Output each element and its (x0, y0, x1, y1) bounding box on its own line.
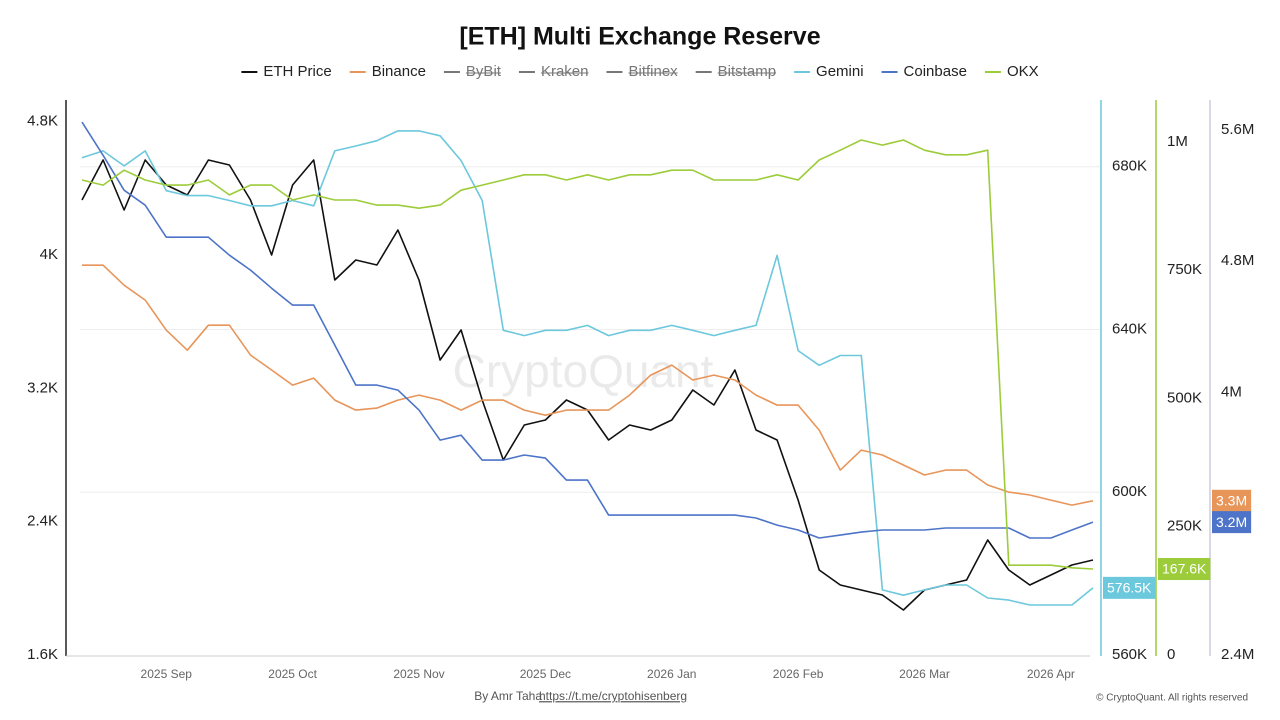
y-tick-label: 4.8K (27, 113, 58, 130)
x-tick-label: 2026 Feb (773, 667, 824, 681)
y3-tick-label: 1M (1167, 133, 1188, 150)
y4-tick-label: 4.8M (1221, 252, 1254, 269)
y3-tick-label: 750K (1167, 261, 1202, 278)
value-label: 3.2M (1216, 514, 1247, 530)
legend-label: Kraken (541, 63, 589, 80)
legend-label: Coinbase (904, 63, 967, 80)
y2-tick-label: 640K (1112, 320, 1147, 337)
legend-item[interactable]: Binance (349, 63, 426, 80)
y-tick-label: 2.4K (27, 513, 58, 530)
legend-item[interactable]: Bitfinex (606, 63, 678, 80)
value-badge: 3.3M (1212, 489, 1252, 512)
x-tick-label: 2025 Dec (520, 667, 571, 681)
copyright: © CryptoQuant. All rights reserved (1096, 693, 1248, 704)
x-tick-label: 2025 Sep (141, 667, 193, 681)
x-tick-label: 2026 Apr (1027, 667, 1075, 681)
y-tick-label: 4K (40, 246, 58, 263)
legend-item[interactable]: Bitstamp (695, 63, 777, 80)
legend: ETH Price Binance ByBit Kraken Bitfinex Bitst… (241, 63, 1039, 80)
y3-tick-label: 250K (1167, 518, 1202, 535)
legend-item[interactable]: Coinbase (881, 63, 967, 80)
series-line (81, 121, 1094, 539)
y2-tick-label: 680K (1112, 158, 1147, 175)
legend-label: ETH Price (263, 63, 331, 80)
legend-item[interactable]: ETH Price (241, 63, 332, 80)
x-tick-label: 2026 Jan (647, 667, 696, 681)
legend-item[interactable]: Gemini (794, 63, 864, 80)
y4-tick-label: 5.6M (1221, 121, 1254, 138)
y3-tick-label: 0 (1167, 646, 1175, 663)
series-line (82, 264, 1094, 506)
series-line (81, 130, 1094, 606)
y-tick-label: 3.2K (27, 379, 58, 396)
legend-label: ByBit (466, 63, 502, 80)
value-label: 167.6K (1162, 561, 1207, 577)
legend-item[interactable]: Kraken (518, 63, 589, 80)
y3-tick-label: 500K (1167, 389, 1202, 406)
value-label: 3.3M (1216, 492, 1247, 508)
value-label: 576.5K (1107, 580, 1152, 596)
badge-bg (1158, 558, 1211, 581)
legend-item[interactable]: ByBit (443, 63, 502, 80)
legend-label: OKX (1007, 63, 1039, 80)
x-tick-label: 2025 Oct (268, 667, 317, 681)
value-badge: 576.5K (1103, 576, 1156, 599)
watermark: CryptoQuant (453, 345, 714, 397)
legend-label: Gemini (816, 63, 864, 80)
footer-link[interactable]: https://t.me/cryptohisenberg (539, 689, 687, 703)
badge-bg (1103, 576, 1156, 599)
y2-tick-label: 600K (1112, 483, 1147, 500)
series-line (81, 139, 1094, 570)
legend-label: Bitfinex (628, 63, 678, 80)
badge-bg (1212, 511, 1252, 534)
value-badge: 3.2M (1212, 511, 1252, 534)
legend-label: Bitstamp (718, 63, 776, 80)
y4-tick-label: 2.4M (1221, 646, 1254, 663)
y2-tick-label: 560K (1112, 646, 1147, 663)
value-badge: 167.6K (1158, 558, 1211, 581)
legend-label: Binance (372, 63, 426, 80)
x-tick-label: 2026 Mar (899, 667, 950, 681)
y4-tick-label: 4M (1221, 383, 1242, 400)
footer-author: By Amr Taha (474, 689, 542, 703)
badge-bg (1212, 489, 1252, 512)
x-tick-label: 2025 Nov (393, 667, 444, 681)
chart-title: [ETH] Multi Exchange Reserve (459, 23, 820, 51)
y-tick-label: 1.6K (27, 646, 58, 663)
legend-item[interactable]: OKX (984, 63, 1039, 80)
